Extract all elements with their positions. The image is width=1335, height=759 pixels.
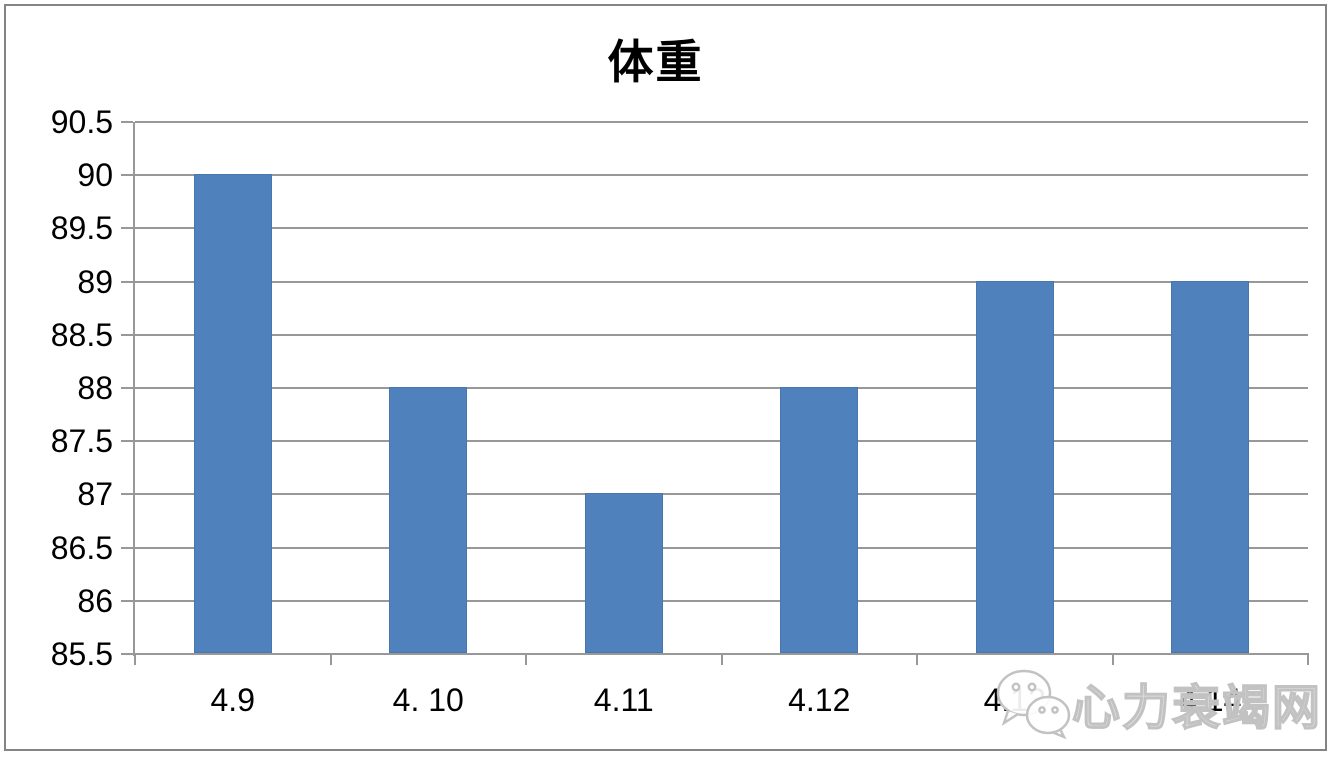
y-axis-tick: [121, 121, 133, 123]
x-axis-label: 4.9: [210, 682, 255, 718]
gridline: [135, 546, 1308, 549]
x-axis-label: 4.12: [788, 682, 851, 718]
gridline: [135, 280, 1308, 283]
x-axis-tick: [916, 653, 918, 665]
x-axis-label: 4. 10: [392, 682, 464, 718]
bar: [193, 174, 272, 653]
y-axis-tick: [121, 599, 133, 602]
y-axis-label: 88: [77, 370, 113, 406]
y-axis-label: 86.5: [50, 529, 113, 566]
gridline: [135, 387, 1308, 389]
gridline: [135, 174, 1308, 177]
chart-frame: 体重 85.5 86 86.5 87 87.5 88 88.5 89 89.5 90 90.5 4.…: [4, 4, 1327, 751]
y-axis-line: [133, 122, 135, 656]
y-axis-label: 87.5: [50, 423, 113, 460]
y-axis-label: 90: [77, 157, 113, 194]
y-axis-tick: [121, 546, 133, 549]
y-axis-label: 90.5: [50, 104, 113, 140]
y-axis-tick: [121, 280, 133, 283]
y-axis-label: 87: [77, 476, 113, 513]
y-axis-tick: [121, 440, 133, 443]
plot-area: [121, 121, 1309, 665]
x-axis-label: 4.11: [593, 682, 654, 718]
x-axis-tick: [1111, 653, 1114, 665]
x-axis-tick: [720, 653, 723, 665]
y-axis-label: 89.5: [50, 210, 113, 247]
y-axis-label: 85.5: [50, 636, 113, 672]
gridline: [135, 227, 1308, 230]
x-axis-label: 4.13: [983, 682, 1046, 718]
chart-title: 体重: [607, 35, 704, 89]
x-axis-tick: [329, 653, 332, 665]
bar: [1171, 280, 1250, 653]
y-axis-label: 89: [77, 263, 113, 300]
y-axis-tick: [121, 387, 133, 389]
bar: [975, 280, 1054, 653]
y-axis-label: 86: [77, 582, 113, 619]
bar: [584, 493, 663, 653]
y-axis-tick: [121, 227, 133, 230]
x-axis-tick: [1307, 653, 1309, 665]
x-axis-tick: [525, 653, 527, 665]
gridline: [135, 599, 1308, 602]
y-axis-tick: [121, 653, 133, 655]
x-axis-label: 4.14: [1179, 682, 1242, 718]
y-axis-tick: [121, 333, 133, 336]
gridline: [135, 440, 1308, 443]
gridline: [135, 493, 1308, 496]
bar: [389, 387, 468, 653]
gridline: [135, 333, 1308, 336]
y-axis-tick: [121, 493, 133, 496]
bar: [780, 387, 859, 653]
gridline: [135, 121, 1308, 123]
x-axis-tick: [134, 653, 136, 665]
y-axis-label: 88.5: [50, 316, 113, 353]
y-axis-tick: [121, 174, 133, 177]
